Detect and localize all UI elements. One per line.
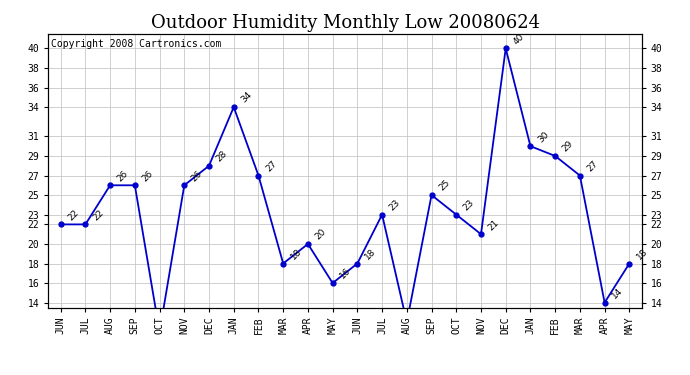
Text: 14: 14: [610, 286, 624, 300]
Text: 11: 11: [0, 374, 1, 375]
Text: 16: 16: [338, 266, 353, 281]
Text: 22: 22: [66, 208, 81, 222]
Text: 28: 28: [215, 149, 229, 164]
Text: 23: 23: [462, 198, 476, 213]
Text: 40: 40: [511, 32, 526, 46]
Text: 25: 25: [437, 178, 451, 193]
Title: Outdoor Humidity Monthly Low 20080624: Outdoor Humidity Monthly Low 20080624: [150, 14, 540, 32]
Text: 34: 34: [239, 90, 254, 105]
Text: 26: 26: [190, 169, 204, 183]
Text: 23: 23: [388, 198, 402, 213]
Text: 20: 20: [313, 227, 328, 242]
Text: 21: 21: [486, 217, 501, 232]
Text: 18: 18: [288, 247, 303, 261]
Text: 26: 26: [140, 169, 155, 183]
Text: 26: 26: [116, 169, 130, 183]
Text: 30: 30: [536, 129, 551, 144]
Text: 27: 27: [264, 159, 279, 173]
Text: 18: 18: [635, 247, 649, 261]
Text: 27: 27: [585, 159, 600, 173]
Text: 22: 22: [91, 208, 106, 222]
Text: Copyright 2008 Cartronics.com: Copyright 2008 Cartronics.com: [51, 39, 221, 49]
Text: 12: 12: [0, 374, 1, 375]
Text: 18: 18: [363, 247, 377, 261]
Text: 29: 29: [561, 140, 575, 154]
